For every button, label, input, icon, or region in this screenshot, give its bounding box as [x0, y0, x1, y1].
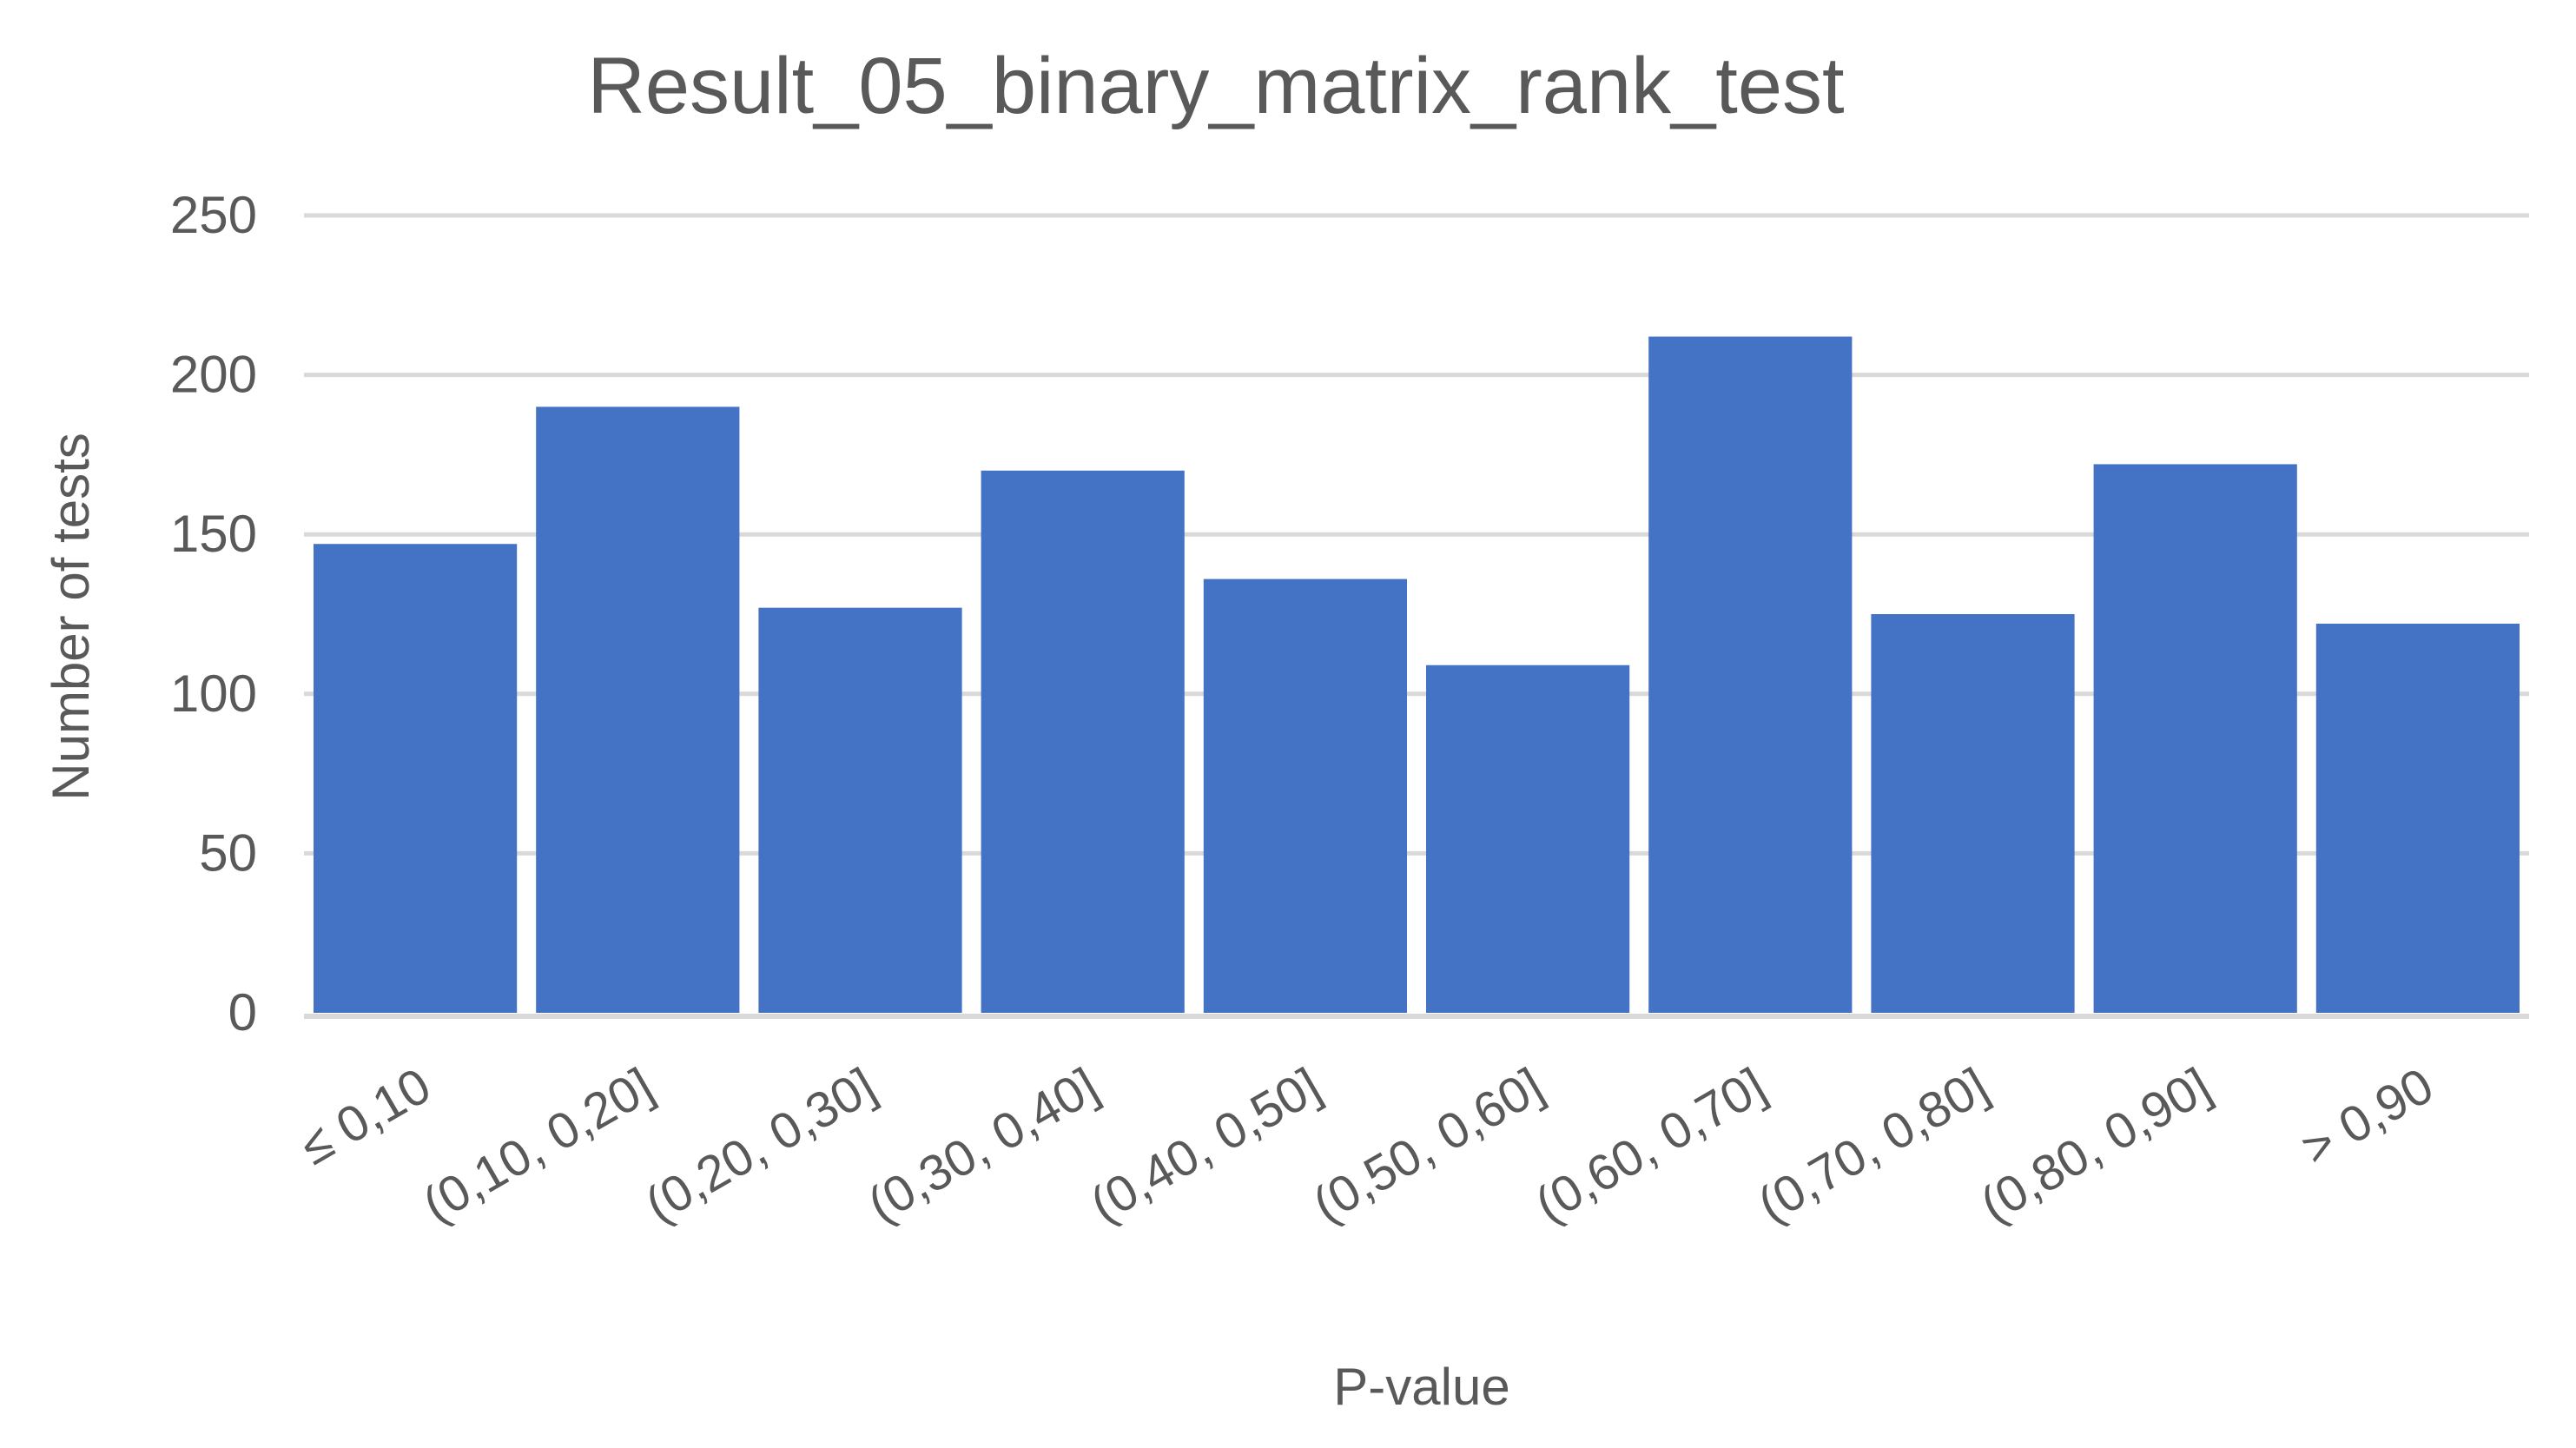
bar [536, 407, 740, 1013]
chart-title: Result_05_binary_matrix_rank_test [587, 42, 1844, 130]
bar [1871, 614, 2075, 1013]
y-tick-label: 150 [170, 505, 257, 563]
y-axis-title: Number of tests [42, 433, 100, 801]
bar [1426, 664, 1630, 1013]
bar [981, 470, 1185, 1013]
bar [314, 544, 518, 1013]
bars [314, 336, 2520, 1013]
y-tick-label: 250 [170, 186, 257, 244]
x-axis-title: P-value [1333, 1358, 1509, 1416]
bar [1203, 579, 1407, 1013]
y-tick-label: 100 [170, 664, 257, 723]
bar [1648, 336, 1853, 1013]
bar [2315, 624, 2520, 1013]
y-tick-label: 0 [228, 983, 257, 1041]
y-tick-label: 200 [170, 346, 257, 404]
y-axis-tick-labels: 0 50 100 150 200 250 [170, 186, 257, 1041]
bar [758, 607, 962, 1013]
y-tick-label: 50 [199, 823, 257, 882]
bar [2093, 464, 2297, 1013]
